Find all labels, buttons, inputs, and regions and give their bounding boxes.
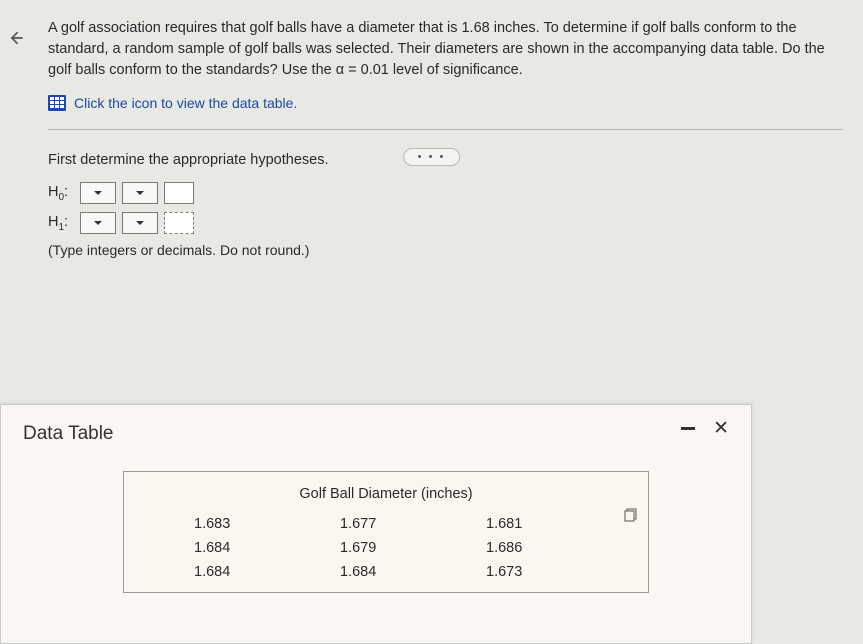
h0-param-dropdown[interactable] — [80, 182, 116, 204]
h0-value-input[interactable] — [164, 182, 194, 204]
minimize-icon[interactable] — [681, 427, 695, 430]
data-cell: 1.677 — [340, 516, 432, 532]
back-arrow-icon[interactable] — [6, 28, 26, 54]
data-cell: 1.683 — [194, 516, 286, 532]
h0-label: H0: — [48, 184, 74, 203]
close-icon[interactable]: ✕ — [713, 419, 729, 438]
h0-row: H0: — [48, 182, 843, 204]
data-cell: 1.686 — [486, 540, 578, 556]
data-table-modal: ✕ Data Table Golf Ball Diameter (inches)… — [0, 404, 752, 644]
modal-title: Data Table — [23, 423, 729, 445]
data-cell: 1.681 — [486, 516, 578, 532]
h1-row: H1: — [48, 212, 843, 234]
h1-label: H1: — [48, 214, 74, 233]
data-table-box: Golf Ball Diameter (inches) 1.683 1.677 … — [123, 471, 649, 593]
data-cell: 1.679 — [340, 540, 432, 556]
data-grid: 1.683 1.677 1.681 1.684 1.679 1.686 1.68… — [124, 516, 648, 592]
table-icon[interactable] — [48, 95, 66, 111]
h1-relation-dropdown[interactable] — [122, 212, 158, 234]
h0-relation-dropdown[interactable] — [122, 182, 158, 204]
view-data-table-link[interactable]: Click the icon to view the data table. — [74, 95, 297, 111]
h1-value-input[interactable] — [164, 212, 194, 234]
problem-statement: A golf association requires that golf ba… — [48, 18, 843, 81]
data-cell: 1.684 — [194, 564, 286, 580]
data-cell: 1.684 — [340, 564, 432, 580]
expand-chip[interactable]: • • • — [403, 148, 461, 166]
data-cell: 1.684 — [194, 540, 286, 556]
section-divider — [48, 129, 843, 130]
h1-param-dropdown[interactable] — [80, 212, 116, 234]
input-hint: (Type integers or decimals. Do not round… — [48, 242, 843, 258]
data-cell: 1.673 — [486, 564, 578, 580]
copy-icon[interactable] — [624, 508, 638, 522]
table-heading: Golf Ball Diameter (inches) — [124, 486, 648, 502]
